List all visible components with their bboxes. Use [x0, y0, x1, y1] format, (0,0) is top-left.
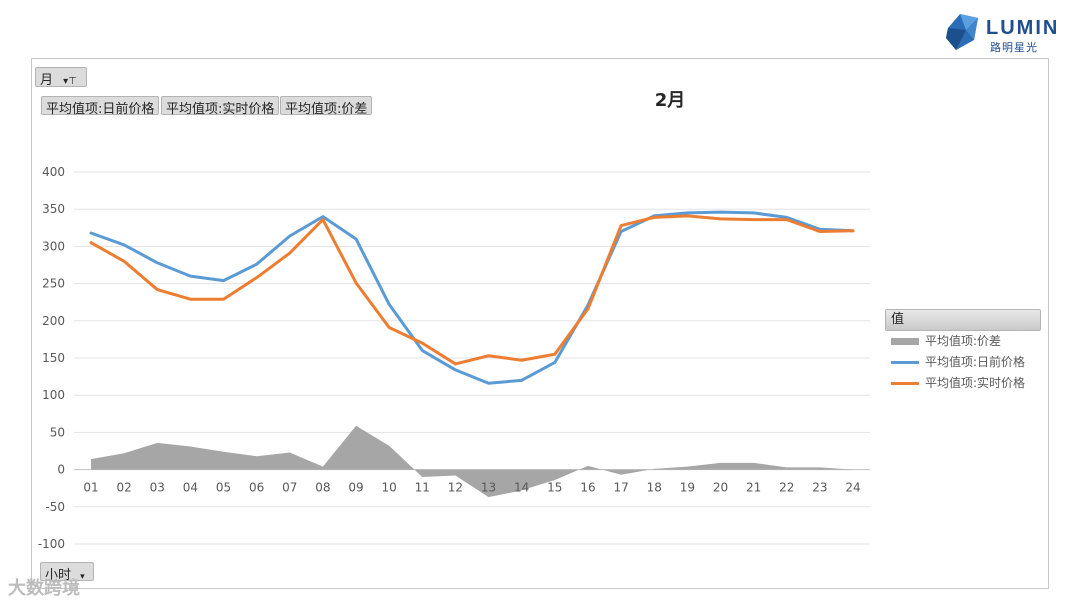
filter-dropdown-icon: ▾⊤ — [63, 76, 77, 87]
x-tick-label: 04 — [183, 481, 198, 495]
x-tick-label: 23 — [812, 481, 827, 495]
series-area-spread — [91, 425, 853, 498]
y-tick-label: -100 — [38, 537, 65, 551]
hour-filter-label: 小时 — [45, 568, 72, 583]
legend-label-spread: 平均值项:价差 — [925, 334, 1002, 348]
x-tick-label: 11 — [415, 481, 430, 495]
y-tick-label: 250 — [42, 277, 65, 291]
x-tick-label: 21 — [746, 481, 761, 495]
y-tick-label: 50 — [50, 425, 65, 439]
field-button-day-ahead[interactable]: 平均值项:日前价格 — [41, 96, 160, 117]
legend-item-spread: 平均值项:价差 — [885, 331, 1041, 352]
y-tick-label: 100 — [42, 388, 65, 402]
logo-subtitle: 路明星光 — [990, 41, 1038, 54]
hour-filter-button[interactable]: 小时 ▾ — [40, 562, 94, 583]
y-tick-label: 300 — [42, 239, 65, 253]
x-tick-label: 12 — [448, 481, 463, 495]
field-button-spread[interactable]: 平均值项:价差 — [280, 96, 373, 117]
field-button-realtime[interactable]: 平均值项:实时价格 — [161, 96, 280, 117]
x-tick-label: 24 — [845, 481, 860, 495]
x-tick-label: 09 — [348, 481, 363, 495]
x-tick-label: 16 — [580, 481, 595, 495]
x-tick-label: 22 — [779, 481, 794, 495]
legend-swatch-realtime — [891, 382, 919, 385]
x-tick-label: 15 — [547, 481, 562, 495]
x-tick-label: 01 — [83, 481, 98, 495]
x-tick-label: 18 — [647, 481, 662, 495]
y-tick-label: -50 — [45, 500, 65, 514]
logo-name: LUMIN — [986, 17, 1060, 39]
legend-item-realtime: 平均值项:实时价格 — [885, 373, 1041, 394]
x-tick-label: 08 — [315, 481, 330, 495]
chart-title: 2月 — [654, 90, 686, 111]
x-tick-label: 10 — [382, 481, 397, 495]
series-line-day-ahead — [89, 210, 855, 385]
series-line-realtime — [89, 214, 855, 366]
y-tick-label: 150 — [42, 351, 65, 365]
y-tick-label: 400 — [42, 165, 65, 179]
x-tick-label: 13 — [481, 481, 496, 495]
y-tick-label: 0 — [57, 463, 65, 477]
legend-swatch-day-ahead — [891, 361, 919, 364]
x-tick-label: 19 — [680, 481, 695, 495]
chart-frame — [31, 58, 1049, 589]
legend-label-day-ahead: 平均值项:日前价格 — [925, 355, 1026, 369]
x-tick-label: 06 — [249, 481, 264, 495]
y-tick-label: 200 — [42, 314, 65, 328]
x-tick-label: 07 — [282, 481, 297, 495]
x-tick-label: 03 — [150, 481, 165, 495]
chart-legend: 值 平均值项:价差 平均值项:日前价格 平均值项:实时价格 — [885, 309, 1041, 394]
x-tick-label: 05 — [216, 481, 231, 495]
month-filter-label: 月 — [40, 73, 54, 88]
chevron-down-icon: ▾ — [80, 572, 85, 582]
month-filter-button[interactable]: 月 ▾⊤ — [35, 67, 87, 88]
lumin-logo: LUMIN 路明星光 — [944, 10, 1064, 54]
x-tick-label: 14 — [514, 481, 529, 495]
x-tick-label: 17 — [613, 481, 628, 495]
lumin-logo-icon — [946, 14, 978, 50]
x-tick-label: 02 — [116, 481, 131, 495]
x-tick-label: 20 — [713, 481, 728, 495]
legend-label-realtime: 平均值项:实时价格 — [925, 376, 1026, 390]
legend-title[interactable]: 值 — [885, 309, 1041, 331]
y-tick-label: 350 — [42, 202, 65, 216]
legend-item-day-ahead: 平均值项:日前价格 — [885, 352, 1041, 373]
watermark: 大数跨境 — [8, 578, 80, 599]
legend-swatch-spread — [891, 338, 919, 345]
